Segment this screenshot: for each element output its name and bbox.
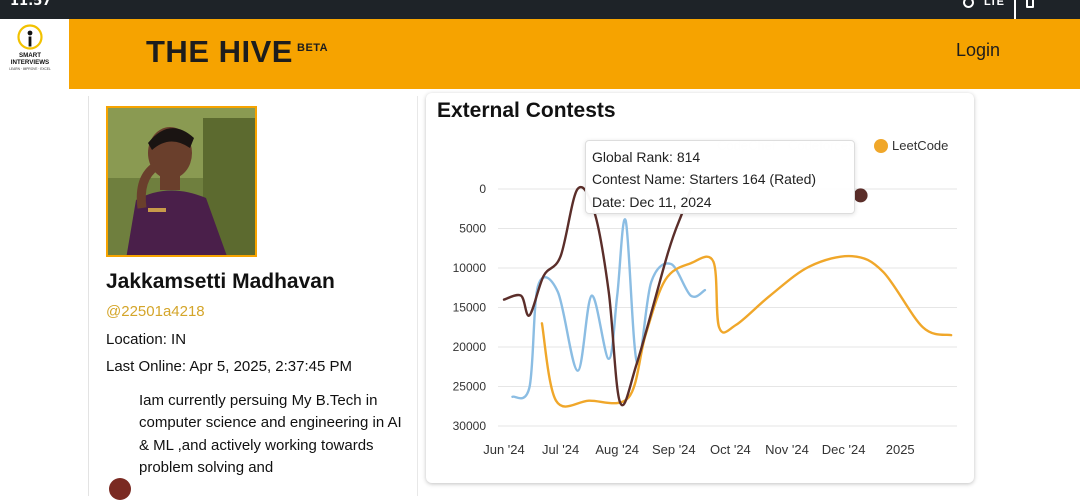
tooltip-date: Date: Dec 11, 2024 (592, 193, 712, 210)
login-button[interactable]: Login (955, 40, 1000, 60)
smart-interviews-logo[interactable]: SMART INTERVIEWS LEARN · IMPROVE · EXCEL (0, 19, 69, 89)
chart-tooltip: Global Rank: 814 Contest Name: Starters … (585, 140, 855, 214)
series-line[interactable] (511, 218, 707, 400)
x-tick-label: Nov '24 (765, 442, 809, 457)
y-tick-label: 5000 (459, 222, 486, 236)
x-tick-label: Jul '24 (542, 442, 579, 457)
x-tick-label: Sep '24 (652, 442, 696, 457)
profile-handle[interactable]: @22501a4218 (106, 303, 205, 320)
profile-avatar (106, 106, 257, 257)
external-contests-card: External Contests 0 5000 10000 15000 20000 25… (426, 93, 974, 483)
logo-line1: SMART (19, 52, 41, 59)
network-label: LTE (984, 0, 1004, 8)
series-line[interactable] (502, 186, 692, 407)
highlighted-point[interactable] (853, 188, 868, 203)
battery-icon (1026, 0, 1034, 8)
brand-title[interactable]: THE HIVE (146, 34, 293, 69)
profile-bio: Iam currently persuing My B.Tech in comp… (139, 392, 402, 476)
x-tick-label: Oct '24 (710, 442, 751, 457)
profile-card: Jakkamsetti Madhavan @22501a4218 Locatio… (88, 96, 418, 500)
x-tick-label: Dec '24 (822, 442, 866, 457)
legend-label-leetcode: LeetCode (892, 138, 949, 153)
top-header: THE HIVE BETA Login (69, 19, 1080, 89)
tooltip-rank: Global Rank: 814 (592, 149, 701, 165)
signal-icon (1014, 0, 1016, 21)
legend-swatch-leetcode (874, 138, 888, 153)
series-line[interactable] (540, 254, 953, 408)
profile-photo (108, 108, 255, 255)
bulb-logo-icon: SMART INTERVIEWS LEARN · IMPROVE · EXCEL (9, 24, 51, 71)
alarm-icon (963, 0, 975, 8)
social-link-icon[interactable] (109, 478, 131, 500)
tooltip-contest-name: Contest Name: Starters 164 (Rated) (592, 171, 817, 188)
y-tick-label: 10000 (453, 261, 487, 275)
chart-legend[interactable]: LeetCode (874, 138, 948, 153)
status-bar: 11:57 LTE (0, 0, 1080, 21)
y-tick-label: 0 (479, 182, 486, 196)
profile-location: Location: IN (106, 331, 187, 348)
x-tick-label: 2025 (886, 442, 915, 457)
beta-badge: BETA (297, 42, 329, 54)
contests-title: External Contests (437, 99, 616, 122)
contest-rating-chart[interactable]: 0 5000 10000 15000 20000 25000 30000 Jun '24 Jul… (426, 93, 974, 483)
y-tick-label: 30000 (453, 419, 487, 433)
y-tick-label: 25000 (453, 380, 487, 394)
y-tick-label: 20000 (453, 340, 487, 354)
status-icons: LTE (963, 0, 1034, 21)
status-time: 11:57 (10, 0, 52, 9)
y-tick-label: 15000 (453, 301, 487, 315)
x-tick-label: Jun '24 (483, 442, 525, 457)
logo-line2: INTERVIEWS (11, 59, 49, 66)
x-tick-label: Aug '24 (595, 442, 639, 457)
logo-tagline: LEARN · IMPROVE · EXCEL (9, 67, 51, 71)
profile-last-online: Last Online: Apr 5, 2025, 2:37:45 PM (106, 358, 352, 375)
profile-name: Jakkamsetti Madhavan (106, 270, 335, 293)
